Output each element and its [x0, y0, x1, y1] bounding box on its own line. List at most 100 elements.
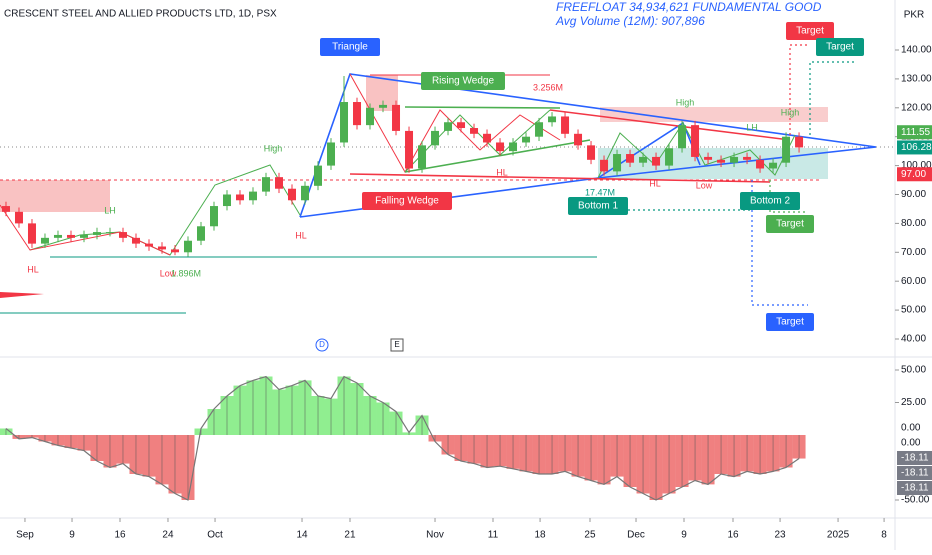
pattern-label: Target — [776, 317, 804, 328]
candle-body — [587, 145, 596, 160]
x-tick-label: 23 — [775, 530, 787, 541]
candle-body — [327, 142, 336, 166]
pattern-label-box — [362, 192, 452, 210]
candle-body — [665, 148, 674, 166]
y-tick-label: 120.00 — [901, 102, 932, 113]
note: FREEFLOAT 34,934,621 FUNDAMENTAL GOOD — [556, 0, 822, 14]
candle-body — [457, 122, 466, 129]
price-badge-label: 111.55 — [901, 127, 931, 138]
osc-badge — [897, 420, 932, 435]
candle-body — [639, 156, 648, 163]
candle-body — [53, 234, 62, 238]
candle-body — [704, 156, 713, 160]
pattern-label-box — [568, 197, 628, 215]
candle-body — [79, 234, 88, 238]
price-badge-label: 106.28 — [901, 142, 932, 153]
candle-body — [613, 154, 622, 172]
osc-badge — [897, 450, 932, 465]
swing-label: LH — [746, 122, 758, 132]
candle-body — [131, 237, 140, 244]
price-badge — [897, 167, 932, 182]
candle-body — [288, 188, 297, 201]
candle-body — [405, 130, 414, 169]
candle-body — [470, 128, 479, 134]
arrow — [0, 292, 44, 298]
candle-body — [92, 232, 101, 235]
pattern-label: Rising Wedge — [432, 76, 495, 87]
pattern-label: Target — [776, 219, 804, 230]
price-badge — [897, 140, 932, 155]
event-label: D — [319, 340, 325, 349]
candle-body — [730, 156, 739, 163]
swing-label: LH — [104, 205, 116, 215]
title: CRESCENT STEEL AND ALLIED PRODUCTS LTD, … — [4, 9, 277, 20]
swing-label: 3.256M — [533, 82, 563, 92]
candle-body — [691, 125, 700, 157]
candle-body — [40, 237, 49, 244]
x-tick-label: 24 — [162, 530, 174, 541]
x-tick-label: 2025 — [827, 530, 850, 541]
candle-body — [626, 154, 635, 163]
pattern-label: Falling Wedge — [375, 196, 439, 207]
candle-body — [275, 177, 284, 189]
x-tick-label: Nov — [426, 530, 444, 541]
candle-body — [600, 159, 609, 172]
x-tick-label: Oct — [207, 530, 223, 541]
pattern-label: Target — [796, 26, 824, 37]
candle-body — [561, 116, 570, 134]
y-tick-label: 70.00 — [901, 247, 926, 258]
note: Avg Volume (12M): 907,896 — [555, 14, 705, 28]
pattern-label-box — [740, 192, 800, 210]
y-tick-label: 60.00 — [901, 276, 926, 287]
candle-body — [301, 185, 310, 201]
y-tick-label: 100.00 — [901, 160, 932, 171]
x-tick-label: Dec — [627, 530, 645, 541]
osc-badge-label: -18.11 — [901, 468, 929, 479]
candle-body — [535, 122, 544, 137]
x-tick-label: 8 — [881, 530, 887, 541]
candle-body — [379, 104, 388, 108]
event-label: E — [394, 340, 399, 349]
candle-body — [392, 104, 401, 131]
osc-badge-label: -18.11 — [901, 483, 929, 494]
candle-body — [431, 130, 440, 146]
candle-body — [249, 191, 258, 201]
candle-body — [157, 246, 166, 250]
y-tick-label: 50.00 — [901, 305, 926, 316]
osc-badge-label: 0.00 — [901, 438, 921, 449]
candle-body — [522, 136, 531, 143]
x-tick-label: 9 — [681, 530, 687, 541]
candle-body — [353, 102, 362, 126]
x-tick-label: 11 — [488, 530, 499, 541]
y-tick-label: 40.00 — [901, 334, 926, 345]
candle-body — [509, 142, 518, 152]
x-tick-label: 21 — [344, 530, 356, 541]
swing-label: High — [781, 107, 800, 117]
osc-area — [0, 428, 13, 435]
candle-body — [769, 162, 778, 169]
candle-body — [756, 159, 765, 169]
y-tick-label: 80.00 — [901, 218, 926, 229]
osc-badge-label: 0.00 — [901, 423, 921, 434]
y-tick-label: 25.00 — [901, 397, 926, 408]
y-tick-label: -50.00 — [901, 495, 930, 506]
pattern-label-box — [766, 215, 814, 233]
supply-zone — [600, 107, 828, 122]
candle-body — [496, 142, 505, 152]
osc-line — [5, 375, 800, 501]
swing-label: High — [676, 97, 695, 107]
candle-body — [366, 107, 375, 126]
candle-body — [483, 133, 492, 143]
osc-badge — [897, 435, 932, 450]
event-marker — [390, 338, 404, 352]
y-tick-label: 90.00 — [901, 189, 926, 200]
swing-label: 1.896M — [171, 268, 201, 278]
candle-body — [105, 232, 114, 234]
price-badge-label: 97.00 — [901, 169, 926, 180]
candle-body — [782, 136, 791, 163]
candle-body — [66, 234, 75, 238]
pattern-label: Bottom 1 — [578, 201, 618, 212]
candle-body — [196, 226, 205, 241]
y-tick-label: 50.00 — [901, 365, 926, 376]
x-tick-label: 16 — [114, 530, 126, 541]
